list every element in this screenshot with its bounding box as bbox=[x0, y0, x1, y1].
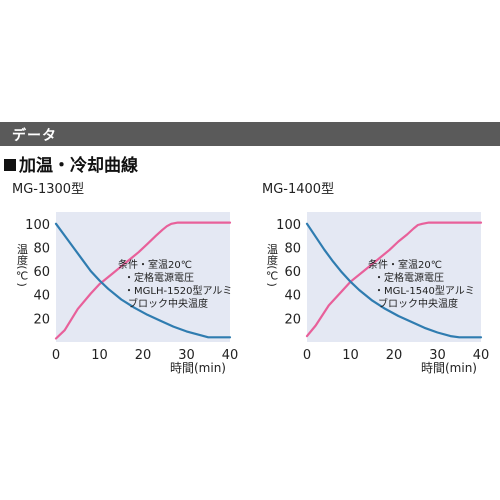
x-tick-label: 0 bbox=[52, 348, 60, 363]
page-heading: 加温・冷却曲線 bbox=[4, 151, 138, 176]
section-bar: データ bbox=[0, 122, 500, 146]
x-axis-label-1: 時間(min) bbox=[170, 361, 226, 375]
chart-title-1: MG-1300型 bbox=[12, 182, 84, 197]
heating-curve-1 bbox=[54, 221, 232, 340]
cooling-curve-2 bbox=[305, 222, 483, 339]
y-tick-label: 60 bbox=[284, 265, 301, 280]
annotation-line: ・MGLH-1520型アルミ bbox=[124, 284, 232, 297]
y-tick-label: 40 bbox=[284, 289, 301, 304]
plot-area-1 bbox=[56, 212, 230, 342]
x-tick-label: 10 bbox=[91, 348, 108, 363]
section-title: データ bbox=[12, 128, 57, 144]
annotation-line: ・MGL-1540型アルミ bbox=[374, 284, 475, 297]
y-tick-label: 100 bbox=[25, 218, 50, 233]
y-tick-label: 20 bbox=[284, 312, 301, 327]
y-axis-label-1: 温度(℃) bbox=[16, 243, 29, 287]
plot-area-2 bbox=[307, 212, 481, 342]
x-tick-label: 40 bbox=[222, 348, 239, 363]
x-tick-label: 20 bbox=[386, 348, 403, 363]
y-axis-label-2: 温度(℃) bbox=[266, 243, 279, 287]
y-tick-label: 80 bbox=[284, 241, 301, 256]
x-tick-label: 40 bbox=[473, 348, 490, 363]
y-tick-label: 20 bbox=[33, 312, 50, 327]
annotation-line: ブロック中央温度 bbox=[128, 297, 208, 310]
annotation-line: ・定格電源電圧 bbox=[124, 271, 194, 284]
x-tick-label: 10 bbox=[342, 348, 359, 363]
x-tick-label: 0 bbox=[303, 348, 311, 363]
annotation-line: ・定格電源電圧 bbox=[374, 271, 444, 284]
heating-curve-2 bbox=[305, 221, 483, 338]
y-tick-label: 100 bbox=[276, 218, 301, 233]
cooling-curve-1 bbox=[54, 222, 232, 339]
y-tick-label: 40 bbox=[33, 289, 50, 304]
x-tick-label: 20 bbox=[135, 348, 152, 363]
y-tick-label: 60 bbox=[33, 265, 50, 280]
x-tick-label: 30 bbox=[178, 348, 195, 363]
x-tick-label: 30 bbox=[429, 348, 446, 363]
annotation-line: 条件・室温20℃ bbox=[118, 258, 192, 271]
annotation-line: ブロック中央温度 bbox=[378, 297, 458, 310]
heading-text: 加温・冷却曲線 bbox=[19, 156, 138, 176]
heading-square-icon bbox=[4, 159, 16, 171]
y-tick-label: 80 bbox=[33, 241, 50, 256]
x-axis-label-2: 時間(min) bbox=[421, 361, 477, 375]
annotation-line: 条件・室温20℃ bbox=[368, 258, 442, 271]
chart-title-2: MG-1400型 bbox=[262, 182, 334, 197]
